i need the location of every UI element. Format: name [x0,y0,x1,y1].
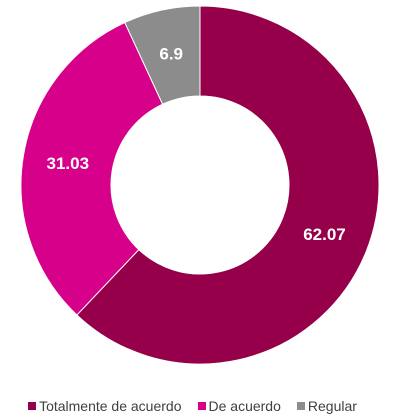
legend-swatch [197,402,206,410]
donut-slice-totalmente-de-acuerdo [76,5,380,365]
data-label-de-acuerdo: 31.03 [46,154,89,173]
legend-label: De acuerdo [208,398,281,414]
legend-label: Totalmente de acuerdo [39,398,182,414]
chart-legend: Totalmente de acuerdo De acuerdo Regular [0,398,393,414]
legend-item-totalmente-de-acuerdo: Totalmente de acuerdo [28,398,182,414]
data-label-totalmente-de-acuerdo: 62.07 [303,225,346,244]
donut-chart: 62.07 31.03 6.9 [20,5,380,365]
donut-slice-de-acuerdo [20,21,164,316]
legend-label: Regular [307,398,357,414]
legend-item-de-acuerdo: De acuerdo [197,398,281,414]
donut-slice-regular [124,5,201,105]
legend-item-regular: Regular [296,398,357,414]
data-label-regular: 6.9 [159,45,183,64]
legend-swatch [296,402,305,410]
legend-swatch [28,402,37,410]
